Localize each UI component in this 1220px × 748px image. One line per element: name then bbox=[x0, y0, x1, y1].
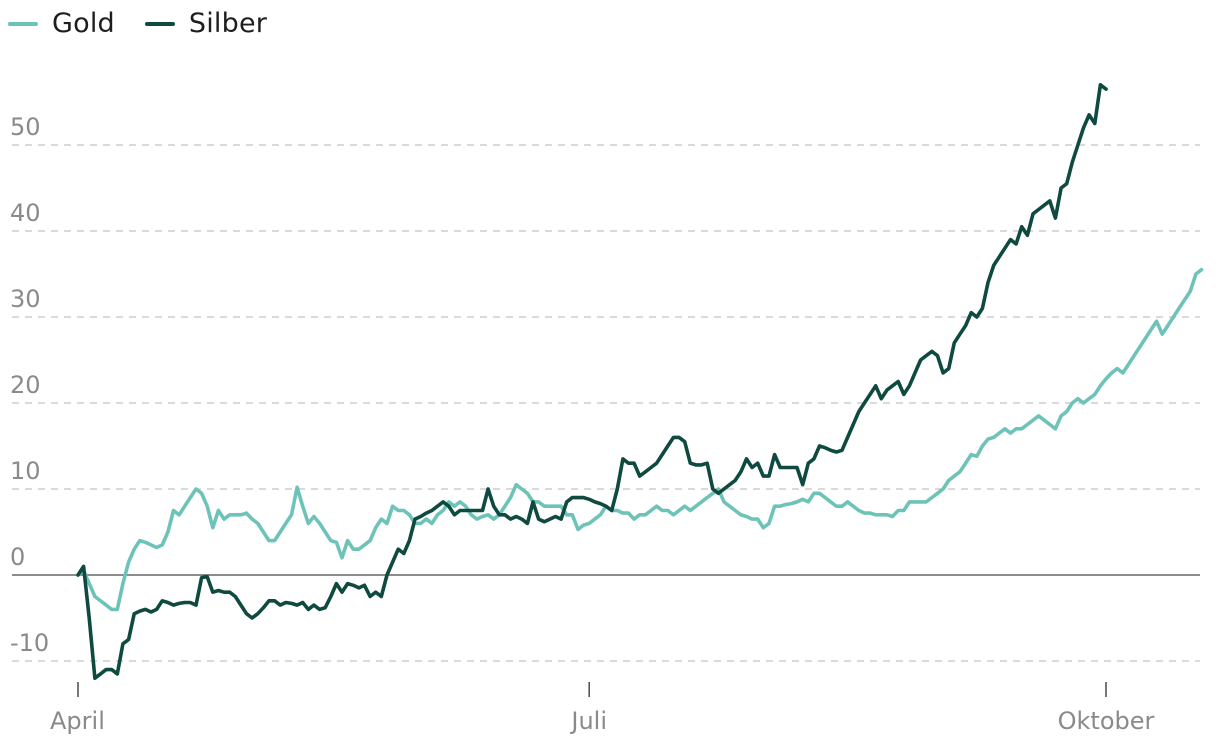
series-lines bbox=[76, 83, 1204, 680]
x-tick-label-juli: Juli bbox=[569, 707, 607, 735]
x-tick-label-oktober: Oktober bbox=[1058, 707, 1155, 735]
x-tick-label-april: April bbox=[50, 707, 105, 735]
y-tick-label-50: 50 bbox=[10, 113, 41, 141]
y-tick-label-30: 30 bbox=[10, 285, 41, 313]
series-line-silber bbox=[76, 83, 1108, 680]
legend-label-gold: Gold bbox=[52, 8, 115, 39]
legend-label-silber: Silber bbox=[188, 8, 268, 39]
y-tick-label-20: 20 bbox=[10, 371, 41, 399]
legend-item-gold[interactable]: Gold bbox=[8, 8, 115, 39]
y-tick-label-40: 40 bbox=[10, 199, 41, 227]
y-tick-label--10: -10 bbox=[10, 629, 49, 657]
legend-swatch-silber bbox=[144, 21, 175, 26]
legend-swatch-gold bbox=[8, 21, 38, 26]
series-line-gold bbox=[76, 267, 1204, 612]
gridlines bbox=[12, 144, 1200, 662]
y-axis-tick-labels: -10 0 10 20 30 40 50 bbox=[10, 113, 49, 657]
legend-item-silber[interactable]: Silber bbox=[144, 8, 268, 39]
y-tick-label-0: 0 bbox=[10, 543, 25, 571]
legend: Gold Silber bbox=[8, 8, 267, 39]
y-tick-label-10: 10 bbox=[10, 457, 41, 485]
x-axis: April Juli Oktober bbox=[50, 682, 1155, 735]
